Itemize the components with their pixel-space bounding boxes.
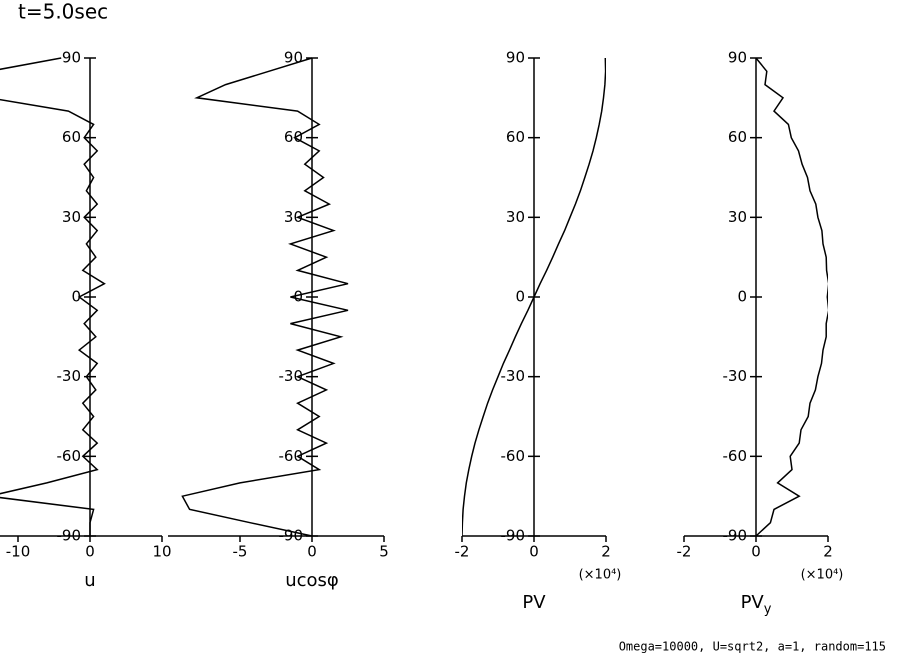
y-tick-label: -90: [723, 527, 748, 545]
y-tick-label: 30: [62, 208, 81, 226]
x-axis-label-text: PV: [741, 592, 765, 613]
x-multiplier: (×10⁴): [801, 568, 844, 583]
y-tick-label: -90: [279, 527, 304, 545]
y-tick-label: 0: [293, 288, 303, 306]
y-tick-label: 60: [62, 128, 81, 146]
y-tick-label: 0: [515, 288, 525, 306]
y-tick-label: 60: [728, 128, 747, 146]
y-tick-label: 0: [71, 288, 81, 306]
y-tick-label: 60: [506, 128, 525, 146]
y-tick-label: 90: [506, 49, 525, 67]
y-tick-label: 30: [284, 208, 303, 226]
y-tick-label: 30: [728, 208, 747, 226]
y-tick-label: 60: [284, 128, 303, 146]
x-axis-label: u: [84, 570, 95, 591]
y-tick-label: -60: [501, 447, 526, 465]
curve: [755, 57, 828, 537]
x-axis-label-subscript: y: [764, 602, 772, 617]
x-tick-label: 0: [307, 543, 317, 561]
x-tick-label: 0: [751, 543, 761, 561]
x-axis-label-text: u: [84, 570, 95, 591]
x-tick-label: -2: [455, 543, 470, 561]
y-tick-label: -60: [279, 447, 304, 465]
y-tick-label: -90: [57, 527, 82, 545]
y-tick-label: -30: [501, 367, 526, 385]
figure-title: t=5.0sec: [18, 0, 108, 24]
panel: 90 60 30 0 -30 -60 -90 -2 0 2 PV (×10⁴): [455, 49, 622, 614]
x-axis-label: ucosφ: [285, 570, 339, 591]
panel: 90 60 30 0 -30 -60 -90 -2 0 2 PVy (×10⁴): [677, 49, 844, 617]
curve: [0, 57, 106, 536]
x-tick-label: 0: [85, 543, 95, 561]
x-tick-label: 2: [601, 543, 611, 561]
x-tick-label: 5: [379, 543, 389, 561]
x-axis-label-text: PV: [522, 592, 546, 613]
y-tick-label: -90: [501, 527, 526, 545]
curve: [462, 57, 606, 537]
x-tick-label: -5: [233, 543, 248, 561]
y-tick-label: -30: [279, 367, 304, 385]
x-tick-label: 2: [823, 543, 833, 561]
curve: [181, 57, 349, 537]
y-tick-label: 0: [737, 288, 747, 306]
y-tick-label: 30: [506, 208, 525, 226]
x-tick-label: 10: [152, 543, 171, 561]
x-multiplier: (×10⁴): [579, 568, 622, 583]
y-tick-label: 90: [728, 49, 747, 67]
y-tick-label: 90: [62, 49, 81, 67]
x-tick-label: -2: [677, 543, 692, 561]
x-axis-label: PVy: [741, 592, 772, 617]
y-tick-label: -30: [57, 367, 82, 385]
x-axis-label-text: ucosφ: [285, 570, 339, 591]
y-tick-label: -30: [723, 367, 748, 385]
x-tick-label: -10: [6, 543, 31, 561]
panel: 90 60 30 0 -30 -60 -90 -10 0 10 u: [0, 49, 172, 591]
y-tick-label: -60: [57, 447, 82, 465]
x-tick-label: 0: [529, 543, 539, 561]
y-tick-label: -60: [723, 447, 748, 465]
footnote: Omega=10000, U=sqrt2, a=1, random=115: [619, 640, 886, 654]
x-axis-label: PV: [522, 592, 546, 613]
